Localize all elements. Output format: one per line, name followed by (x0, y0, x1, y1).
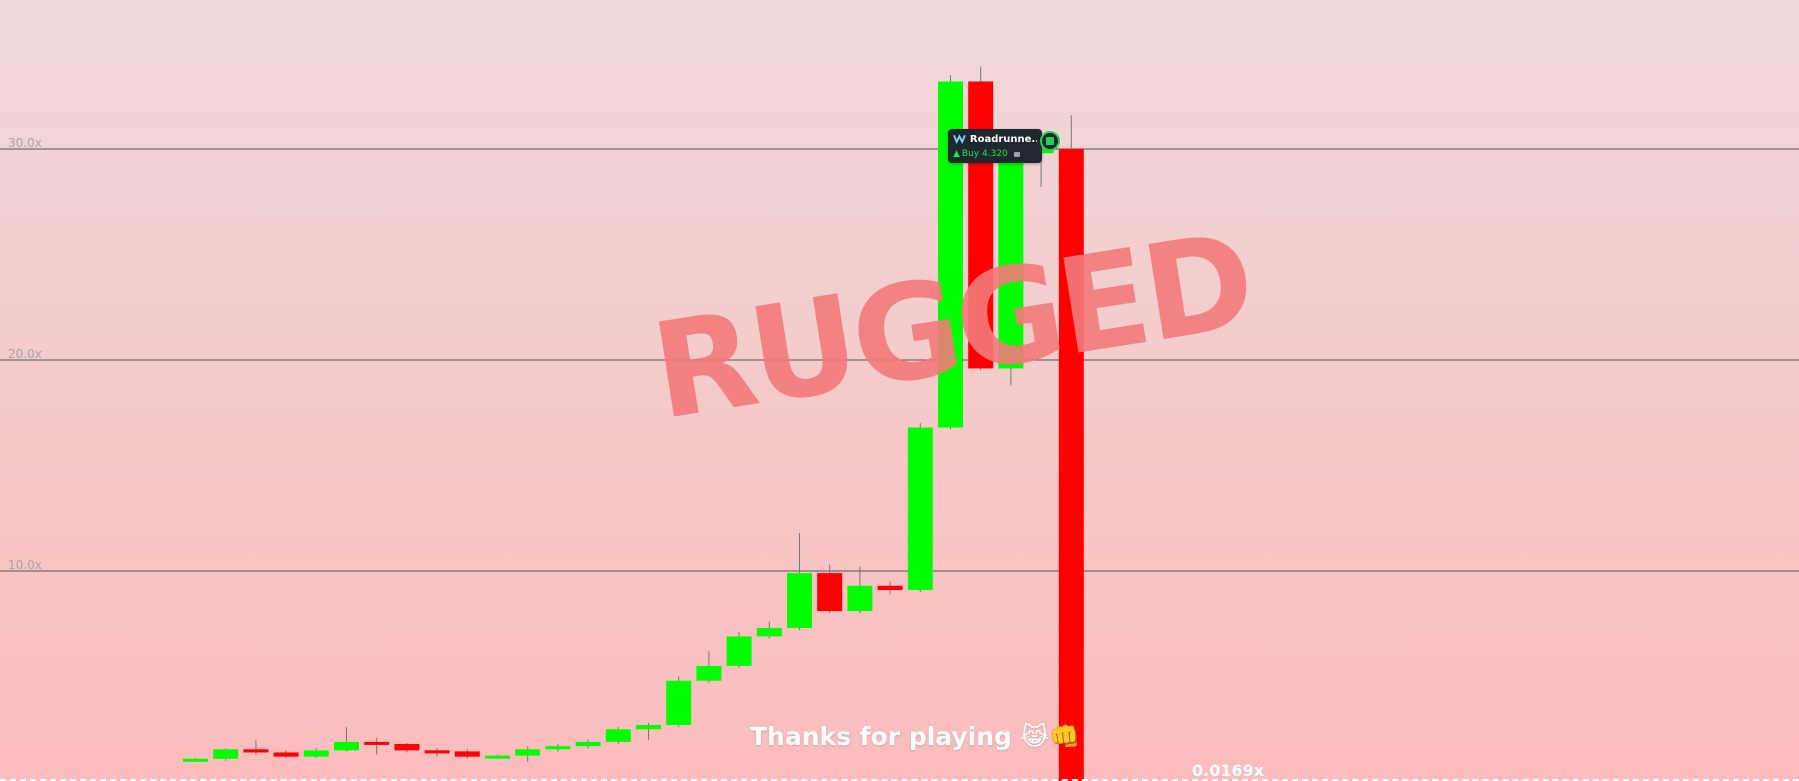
candle-up (666, 680, 692, 726)
candle-up (756, 627, 782, 637)
candles (183, 66, 1084, 781)
candle-down (817, 573, 843, 612)
candle-up (907, 427, 933, 590)
sol-icon (953, 134, 966, 144)
thanks-message: Thanks for playing 😹👊 (750, 722, 1080, 752)
candle-up (334, 741, 359, 751)
candle-up (545, 746, 571, 750)
trader-avatar[interactable] (1040, 131, 1060, 151)
trade-username: Roadrunne... (969, 133, 1037, 145)
candle-up (726, 636, 752, 666)
candle-up (183, 758, 208, 762)
candle-up (998, 153, 1024, 369)
candle-up (847, 585, 873, 612)
y-tick-label: 10.0x (8, 558, 42, 572)
candle-down (877, 585, 903, 590)
current-multiplier: 0.0169x (1192, 761, 1265, 780)
trade-marker[interactable]: Roadrunne... ▲ Buy 4.320 (948, 129, 1042, 163)
candle-down (454, 751, 480, 757)
gridlines: 10.0x 20.0x 30.0x (0, 136, 1799, 572)
trade-action: Buy 4.320 (961, 149, 1008, 159)
candle-up (303, 750, 329, 757)
sol-drop-icon: ▲ (953, 149, 960, 159)
laughing-cat-fist-icon: 😹👊 (1019, 722, 1081, 751)
thanks-text: Thanks for playing (750, 722, 1012, 751)
candle-up (605, 729, 631, 742)
candle-up (213, 749, 239, 759)
baseline-dashes (0, 779, 1799, 781)
candle-down (273, 752, 299, 757)
candle-up (575, 741, 601, 747)
candle-up (636, 725, 661, 730)
candle-up (696, 665, 722, 681)
candle-up (787, 573, 812, 628)
candle-down (364, 741, 390, 745)
candle-up (485, 755, 510, 759)
chip-icon (1013, 151, 1020, 157)
candle-down (394, 744, 420, 751)
candle-down (1058, 149, 1084, 781)
candle-down (968, 81, 994, 369)
candle-down (243, 749, 269, 753)
y-tick-label: 20.0x (8, 347, 42, 361)
avatar-icon (1046, 137, 1054, 145)
candle-down (424, 750, 450, 754)
y-tick-label: 30.0x (8, 136, 42, 150)
candle-up (515, 749, 541, 756)
